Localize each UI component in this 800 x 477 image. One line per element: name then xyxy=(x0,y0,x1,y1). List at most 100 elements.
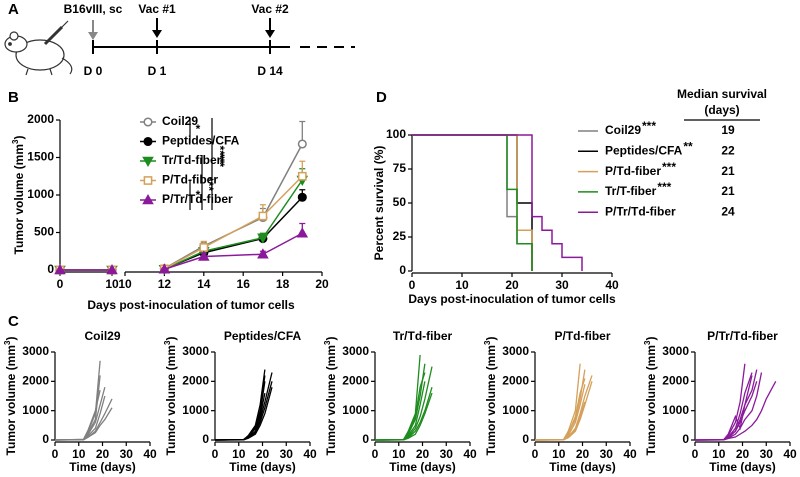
x-tick-label: 40 xyxy=(783,447,797,461)
x-tick-label: 20 xyxy=(256,447,270,461)
y-tick-label: 2000 xyxy=(662,374,689,388)
y-axis-label-part: Tumor volume (mm xyxy=(4,345,18,455)
connector xyxy=(164,255,205,270)
marker xyxy=(257,233,269,244)
connector xyxy=(203,237,264,254)
x-tick-label: 40 xyxy=(463,447,477,461)
significance-label: *** xyxy=(642,119,656,133)
y-tick-label: 3000 xyxy=(502,344,529,358)
legend-label: Peptides/CFA xyxy=(162,134,240,148)
y-axis-label-part: Tumor volume (mm xyxy=(484,345,498,455)
event-label: Vac #1 xyxy=(138,2,176,16)
y-tick-label: 500 xyxy=(34,225,54,239)
median-survival: 21 xyxy=(721,164,735,178)
y-tick-label: 1500 xyxy=(27,150,54,164)
table-header: Median survival xyxy=(677,87,767,101)
x-tick-label: 14 xyxy=(197,277,211,291)
x-tick-label: 40 xyxy=(143,447,157,461)
significance-label: *** xyxy=(657,180,671,194)
y-axis-label-part: 3 xyxy=(323,340,332,345)
marker xyxy=(54,263,66,275)
significance-label: *** xyxy=(202,177,216,191)
significance-label: *** xyxy=(662,160,676,174)
significance-label: *** xyxy=(213,153,227,167)
survival-curve xyxy=(412,134,583,271)
y-axis-label-part: Percent survival (%) xyxy=(372,146,386,261)
y-tick-label: 1000 xyxy=(662,403,689,417)
y-tick-label: 25 xyxy=(393,229,407,243)
panel-label: D xyxy=(376,89,387,106)
y-axis-label-part: Tumor volume (mm xyxy=(644,345,658,455)
x-tick-label: 40 xyxy=(303,447,317,461)
x-tick-label: 10 xyxy=(455,278,469,292)
connector xyxy=(262,179,303,239)
y-axis-label-part: 3 xyxy=(11,139,20,144)
connector xyxy=(203,215,264,249)
connector xyxy=(262,175,303,217)
event-label: Vac #2 xyxy=(251,2,289,16)
chart-title: P/Td-fiber xyxy=(555,329,611,343)
y-axis-label-part: ) xyxy=(324,337,338,341)
marker xyxy=(297,192,307,202)
x-tick-label: 30 xyxy=(440,447,454,461)
y-axis-label: Tumor volume (mm3) xyxy=(11,136,27,255)
y-tick-label: 0 xyxy=(362,432,369,446)
chart-title: Coil29 xyxy=(84,329,120,343)
growth-line xyxy=(534,363,581,441)
survival-curve xyxy=(412,134,533,271)
y-axis-label-part: ) xyxy=(484,337,498,341)
survival-curve xyxy=(412,134,533,271)
legend-label: Tr/Td-fiber xyxy=(162,153,222,167)
y-tick-label: 50 xyxy=(393,195,407,209)
y-tick-label: 3000 xyxy=(662,344,689,358)
y-axis-label-part: Tumor volume (mm xyxy=(164,345,178,455)
marker xyxy=(106,263,118,275)
x-tick-label: 10 xyxy=(392,447,406,461)
y-tick-label: 1000 xyxy=(22,403,49,417)
growth-line xyxy=(694,372,763,441)
growth-line xyxy=(694,372,753,441)
y-axis-label: Percent survival (%) xyxy=(372,146,386,261)
y-tick-label: 0 xyxy=(682,432,689,446)
y-tick-label: 2000 xyxy=(342,374,369,388)
x-axis-label: Time (days) xyxy=(549,460,615,474)
y-axis-label-part: 3 xyxy=(483,340,492,345)
x-tick-label: 30 xyxy=(280,447,294,461)
legend-label: P/Td-fiber xyxy=(162,173,218,187)
x-axis-label: Time (days) xyxy=(389,460,455,474)
x-tick-label: 40 xyxy=(623,447,637,461)
growth-line xyxy=(374,392,433,441)
x-tick-label: 30 xyxy=(600,447,614,461)
y-axis-label-part: 3 xyxy=(643,340,652,345)
x-tick-label: 10 xyxy=(72,447,86,461)
x-tick-label: 20 xyxy=(315,277,329,291)
median-survival: 19 xyxy=(721,123,735,137)
marker xyxy=(297,171,307,181)
y-tick-label: 100 xyxy=(386,127,406,141)
mouse-icon xyxy=(4,20,73,76)
median-survival: 22 xyxy=(721,143,735,157)
x-tick-label: 40 xyxy=(605,278,619,292)
y-tick-label: 2000 xyxy=(182,374,209,388)
connector xyxy=(203,237,264,252)
connector xyxy=(262,143,303,218)
x-tick-label: 20 xyxy=(96,447,110,461)
marker xyxy=(142,156,154,168)
y-axis-label-part: Tumor volume (mm xyxy=(324,345,338,455)
x-tick-label: 20 xyxy=(736,447,750,461)
y-axis-label: Tumor volume (mm3) xyxy=(163,337,179,456)
significance-label: ** xyxy=(683,139,693,153)
panel-label: C xyxy=(8,313,19,330)
growth-line xyxy=(374,387,433,441)
growth-line xyxy=(694,369,758,441)
chart-title: Tr/Td-fiber xyxy=(393,329,453,343)
marker xyxy=(143,136,153,147)
marker xyxy=(257,248,269,259)
growth-line xyxy=(214,392,266,441)
growth-line xyxy=(694,381,777,441)
day-label: D 0 xyxy=(84,64,103,78)
median-survival: 21 xyxy=(721,184,735,198)
legend-label: Coil29 xyxy=(162,114,198,128)
connector xyxy=(262,232,303,255)
